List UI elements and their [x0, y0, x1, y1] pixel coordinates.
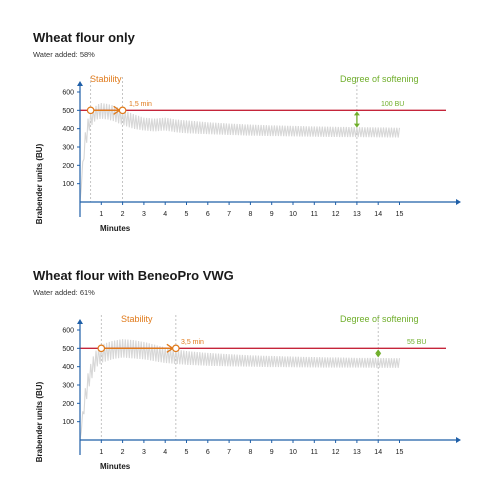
softening-label: Degree of softening [340, 74, 419, 84]
softening-arrow-bottom [375, 353, 382, 358]
softening-label: Degree of softening [340, 314, 419, 324]
stability-start-marker [97, 344, 106, 353]
consistency-curve [79, 339, 401, 441]
softening-arrow-bottom [353, 123, 360, 128]
x-tick-label: 2 [121, 449, 125, 456]
x-tick-label: 9 [270, 449, 274, 456]
x-tick-label: 5 [185, 449, 189, 456]
panel-1-title: Wheat flour only [33, 30, 135, 45]
x-axis-title: Minutes [100, 224, 131, 233]
farinograph-chart-beneopro: Stability Degree of softening 3,5 min 55… [35, 314, 461, 471]
y-tick-label: 300 [62, 145, 74, 152]
y-tick-label: 300 [62, 383, 74, 390]
x-tick-label: 8 [248, 449, 252, 456]
stability-end-marker [172, 344, 180, 353]
y-tick-label: 100 [62, 419, 74, 426]
y-tick-label: 600 [62, 90, 74, 97]
panel-2-title: Wheat flour with BeneoPro VWG [33, 268, 234, 283]
y-axis-arrow [77, 81, 83, 86]
y-axis-arrow [77, 319, 83, 324]
x-tick-label: 12 [332, 211, 340, 218]
stability-label: Stability [90, 74, 122, 84]
x-tick-label: 14 [374, 449, 382, 456]
x-tick-label: 15 [396, 211, 404, 218]
softening-value: 55 BU [407, 339, 426, 346]
x-tick-label: 1 [99, 449, 103, 456]
x-tick-label: 11 [311, 449, 318, 456]
softening-value: 100 BU [381, 101, 404, 108]
x-axis-arrow [456, 437, 461, 443]
panel-1-subtitle: Water added: 58% [33, 50, 95, 59]
stability-value: 1,5 min [129, 101, 152, 108]
x-tick-label: 7 [227, 449, 231, 456]
x-tick-label: 5 [185, 211, 189, 218]
x-tick-label: 10 [289, 211, 297, 218]
x-tick-label: 13 [353, 211, 361, 218]
x-tick-label: 14 [374, 211, 382, 218]
y-tick-label: 600 [62, 328, 74, 335]
y-tick-label: 200 [62, 401, 74, 408]
x-tick-label: 6 [206, 449, 210, 456]
x-tick-label: 11 [311, 211, 318, 218]
y-tick-label: 100 [62, 181, 74, 188]
y-tick-label: 500 [62, 108, 74, 115]
panel-2-subtitle: Water added: 61% [33, 288, 95, 297]
softening-arrow-top [375, 349, 382, 354]
x-tick-label: 3 [142, 449, 146, 456]
x-tick-label: 3 [142, 211, 146, 218]
x-tick-label: 2 [121, 211, 125, 218]
x-tick-label: 12 [332, 449, 340, 456]
consistency-curve [79, 102, 401, 203]
x-tick-label: 15 [396, 449, 404, 456]
x-tick-label: 8 [248, 211, 252, 218]
softening-arrow-top [353, 111, 360, 116]
y-axis-title: Brabender units (BU) [35, 143, 44, 224]
stability-value: 3,5 min [181, 339, 204, 346]
x-tick-label: 13 [353, 449, 361, 456]
y-tick-label: 200 [62, 163, 74, 170]
y-tick-label: 400 [62, 126, 74, 133]
x-tick-label: 10 [289, 449, 297, 456]
farinograph-chart-wheat-flour: Stability Degree of softening 1,5 min 10… [35, 74, 461, 233]
x-tick-label: 4 [163, 211, 167, 218]
stability-end-marker [118, 106, 127, 115]
y-axis-title: Brabender units (BU) [35, 381, 44, 462]
y-tick-label: 500 [62, 346, 74, 353]
x-tick-label: 4 [163, 449, 167, 456]
x-tick-label: 6 [206, 211, 210, 218]
y-tick-label: 400 [62, 364, 74, 371]
x-tick-label: 1 [99, 211, 103, 218]
stability-start-marker [86, 106, 95, 115]
x-tick-label: 7 [227, 211, 231, 218]
x-axis-arrow [456, 199, 461, 205]
x-tick-label: 9 [270, 211, 274, 218]
stability-label: Stability [121, 314, 153, 324]
x-axis-title: Minutes [100, 462, 131, 471]
